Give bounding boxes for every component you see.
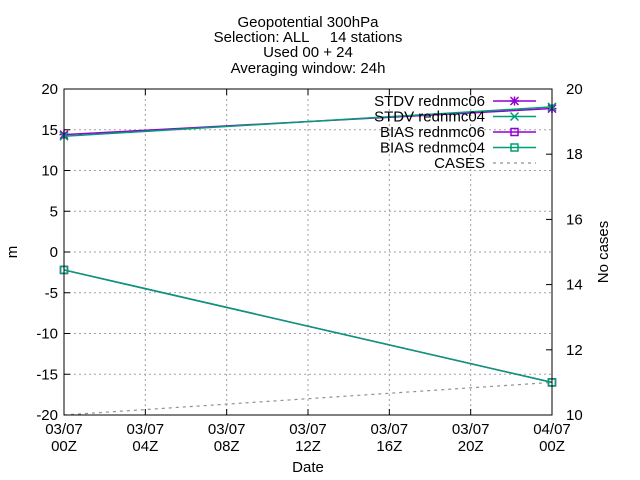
legend-marker — [510, 143, 519, 152]
y2-tick-label: 12 — [566, 342, 583, 359]
legend-item-stdv-rednmc04: STDV rednmc04 — [374, 109, 536, 126]
axis-ticks — [63, 88, 553, 416]
series-line-cases — [63, 381, 553, 416]
chart-title: Geopotential 300hPa Selection: ALL 14 st… — [214, 14, 403, 77]
y2-tick-label: 14 — [566, 277, 583, 294]
y2-axis-label: No cases — [595, 221, 612, 284]
legend-item-stdv-rednmc06: STDV rednmc06 — [374, 93, 536, 110]
x-tick-label-date: 03/07 — [452, 421, 490, 438]
legend-label: STDV rednmc06 — [374, 93, 485, 110]
x-tick-label-hour: 12Z — [295, 438, 321, 455]
y-tick-label: -10 — [36, 326, 58, 343]
y2-tick-label: 10 — [566, 407, 583, 424]
y2-tick-label: 18 — [566, 146, 583, 163]
y-tick-label: -20 — [36, 407, 58, 424]
x-axis-tick-labels: 03/0700Z03/0704Z03/0708Z03/0712Z03/0716Z… — [45, 421, 571, 455]
y2-tick-label: 16 — [566, 211, 583, 228]
y-tick-label: -15 — [36, 366, 58, 383]
title-line-1: Geopotential 300hPa — [238, 14, 380, 31]
legend-label: BIAS rednmc04 — [380, 140, 485, 157]
legend-label: CASES — [434, 155, 485, 172]
legend-item-bias-rednmc06: BIAS rednmc06 — [380, 124, 536, 141]
x-tick-label-hour: 04Z — [132, 438, 158, 455]
x-tick-label-hour: 20Z — [458, 438, 484, 455]
legend-label: BIAS rednmc06 — [380, 124, 485, 141]
y2-tick-label: 20 — [566, 81, 583, 98]
x-tick-label-date: 04/07 — [533, 421, 571, 438]
legend-marker — [510, 127, 519, 137]
x-tick-label-date: 03/07 — [371, 421, 409, 438]
y-tick-label: 20 — [41, 81, 58, 98]
x-axis-label: Date — [292, 459, 324, 476]
legend-marker — [509, 96, 520, 106]
series-line-stdv-rednmc04 — [63, 106, 553, 138]
x-tick-label-hour: 00Z — [51, 438, 77, 455]
grid — [64, 89, 552, 415]
y-tick-label: 10 — [41, 163, 58, 180]
series-cases — [63, 381, 553, 416]
legend-marker — [509, 111, 520, 122]
title-line-2: Selection: ALL 14 stations — [214, 29, 403, 46]
series-line-bias-rednmc04 — [63, 269, 553, 384]
y-tick-label: 15 — [41, 122, 58, 139]
title-line-3: Used 00 + 24 — [263, 44, 353, 61]
title-line-4: Averaging window: 24h — [231, 60, 386, 77]
y-tick-label: 5 — [50, 203, 58, 220]
legend-item-bias-rednmc04: BIAS rednmc04 — [380, 140, 536, 157]
x-tick-label-hour: 00Z — [539, 438, 565, 455]
x-tick-label-date: 03/07 — [208, 421, 246, 438]
x-tick-label-date: 03/07 — [45, 421, 83, 438]
y2-axis-tick-labels: 10 12 14 16 18 20 — [566, 81, 583, 424]
y-axis-label: m — [4, 246, 21, 259]
y-tick-label: 0 — [50, 244, 58, 261]
y-axis-tick-labels: -20 -15 -10 -5 0 5 10 15 20 — [36, 81, 58, 424]
legend-item-cases: CASES — [434, 155, 536, 172]
x-tick-label-date: 03/07 — [127, 421, 165, 438]
x-tick-label-hour: 16Z — [376, 438, 402, 455]
x-tick-label-hour: 08Z — [214, 438, 240, 455]
legend-label: STDV rednmc04 — [374, 109, 485, 126]
x-tick-label-date: 03/07 — [289, 421, 327, 438]
y-tick-label: -5 — [45, 285, 58, 302]
